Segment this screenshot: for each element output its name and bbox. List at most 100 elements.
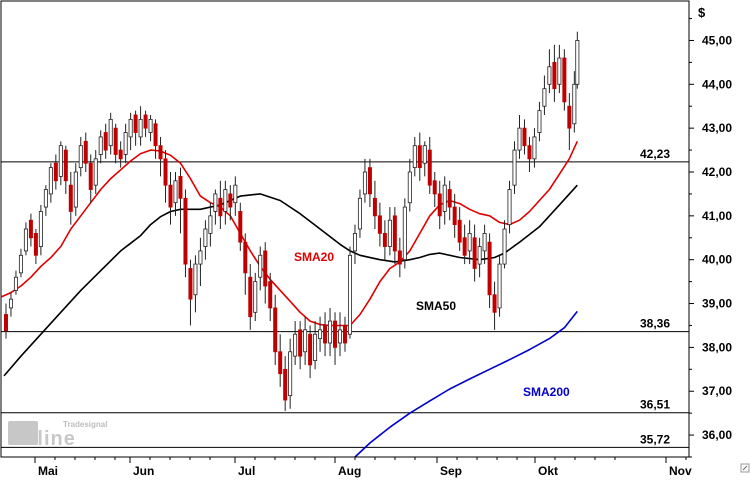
tradesignal-logo: Tradesignal online [8,420,107,450]
candle-body [447,189,452,208]
candle-body [542,88,547,107]
logo-text: online [11,428,76,450]
x-tick-label: Mai [38,464,58,478]
currency-label: $ [698,5,706,20]
candle-body [452,206,457,226]
candle-body [372,197,377,217]
candle-body [442,184,447,212]
candle-body [333,320,338,348]
candle-body [28,219,33,239]
candle-body [352,232,357,252]
candle-body [283,368,288,401]
candle-body [572,83,577,125]
candle-body [422,145,427,164]
candle-body [557,57,562,85]
candle-body [63,149,68,182]
candle-body [328,320,333,344]
candle-body [88,162,93,190]
candle-body [412,145,417,169]
y-tick-label: 37,00 [702,384,732,398]
sma50-series [3,184,578,377]
level-label: 42,23 [640,147,670,161]
candle-body [502,228,507,265]
x-tick-label: Jun [133,464,154,478]
candle-body [23,228,28,252]
candle-body [497,263,502,309]
candle-body [223,189,228,212]
candle-body [313,333,318,361]
plot-area [0,0,690,458]
sma50-line [3,184,578,377]
candle-body [213,193,218,212]
candle-body [228,193,233,208]
candle-body [233,184,238,204]
y-tick-label: 38,00 [702,340,732,354]
candle-body [203,228,208,247]
y-tick-label: 43,00 [702,121,732,135]
candle-body [472,237,477,269]
candle-body [323,325,328,344]
resize-handle-icon[interactable] [740,463,750,473]
candle-body [3,314,8,332]
candle-body [575,40,580,85]
candle-body [318,329,323,340]
candle-body [73,171,78,208]
candle-body [173,180,178,204]
candle-body [387,219,392,247]
candle-body [397,250,402,265]
candle-body [198,250,203,265]
candle-body [43,189,48,208]
sma20-label: SMA20 [294,250,334,264]
y-tick-label: 40,00 [702,253,732,267]
candle-body [392,215,397,252]
candle-body [13,276,18,291]
sma20-line [0,140,579,327]
candle-body [58,145,63,177]
sma20-series [0,140,579,327]
candle-body [263,250,268,287]
candle-body [258,254,263,278]
candle-body [253,281,258,313]
level-labels: 42,23 38,36 36,51 35,72 [640,147,670,446]
candle-body [562,57,567,103]
support-resistance-levels [1,161,689,448]
candle-body [243,241,248,274]
x-tick-label: Nov [669,464,692,478]
candle-body [68,184,73,212]
candle-body [437,193,442,217]
candle-body [168,184,173,208]
candle-body [512,149,517,186]
y-tick-label: 36,00 [702,428,732,442]
candle-body [53,162,58,182]
x-tick-label: Sep [440,464,462,478]
candle-body [218,197,223,217]
candle-body [123,132,128,155]
candle-body [467,232,472,252]
candle-body [427,149,432,186]
candle-body [338,329,343,344]
candle-body [298,329,303,357]
candle-body [477,246,482,265]
candle-body [278,351,283,375]
candle-body [377,215,382,234]
y-tick-label: 45,00 [702,33,732,47]
candle-body [18,254,23,274]
candle-body [357,197,362,230]
candle-body [527,145,532,160]
candle-body [113,127,118,155]
candle-body [108,118,113,147]
candle-body [487,241,492,296]
candle-body [362,171,367,195]
candle-body [183,197,188,265]
candle-body [208,215,213,234]
candle-body [537,110,542,133]
candle-body [153,123,158,147]
candle-body [432,180,437,195]
candle-body [517,127,522,151]
candle-body [507,189,512,226]
candle-body [402,206,407,261]
sma200-line [354,310,578,458]
candle-body [93,158,98,186]
